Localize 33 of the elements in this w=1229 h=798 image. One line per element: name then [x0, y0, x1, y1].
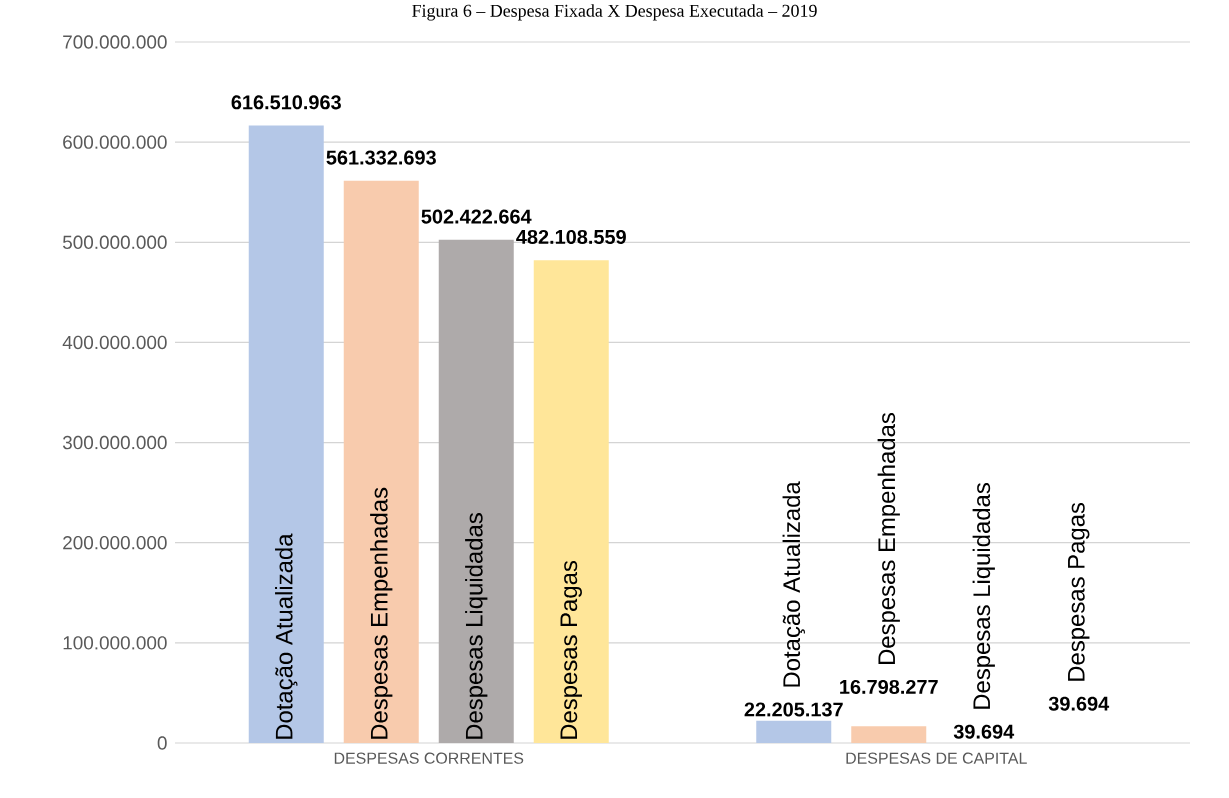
bar [438, 239, 514, 743]
data-label: 16.798.277 [840, 679, 938, 694]
data-label: 482.108.559 [516, 229, 626, 244]
chart-title: Figura 6 – Despesa Fixada X Despesa Executada – 2019 [412, 4, 817, 21]
x-tick-label: DESPESAS DE CAPITAL [846, 752, 1027, 764]
text: Despesas Empenhadas [877, 413, 900, 665]
x-tick-label: DESPESAS CORRENTES [334, 752, 524, 764]
series-label: Despesas Pagas [560, 560, 582, 739]
text: Despesas Liquidadas [972, 483, 995, 709]
series-label: Despesas Liquidadas [465, 513, 488, 739]
y-tick-label: 100.000.000 [63, 636, 167, 650]
data-label: 616.510.963 [231, 95, 341, 110]
text: Dotação Atualizada [782, 481, 805, 687]
text: Despesas Pagas [1068, 502, 1090, 681]
data-label: 502.422.664 [421, 209, 532, 224]
y-tick-label: 200.000.000 [63, 536, 167, 550]
series-label: Dotação Atualizada [275, 533, 298, 739]
bar [343, 180, 419, 743]
data-label: 561.332.693 [326, 150, 436, 165]
data-label: 39.694 [1048, 696, 1110, 711]
bar [756, 720, 832, 743]
data-label: 22.205.137 [744, 702, 843, 717]
bar [851, 726, 927, 743]
y-tick-label: 500.000.000 [62, 235, 167, 249]
bar [248, 125, 324, 743]
y-tick-label: 400.000.000 [62, 335, 167, 350]
y-tick-label: 0 [157, 736, 167, 750]
y-tick-label: 700.000.000 [63, 35, 167, 49]
bar [533, 260, 609, 743]
series-label: Despesas Empenhadas [370, 487, 393, 739]
y-tick-label: 600.000.000 [63, 135, 167, 149]
data-label: 39.694 [953, 724, 1015, 739]
y-tick-label: 300.000.000 [62, 435, 167, 450]
